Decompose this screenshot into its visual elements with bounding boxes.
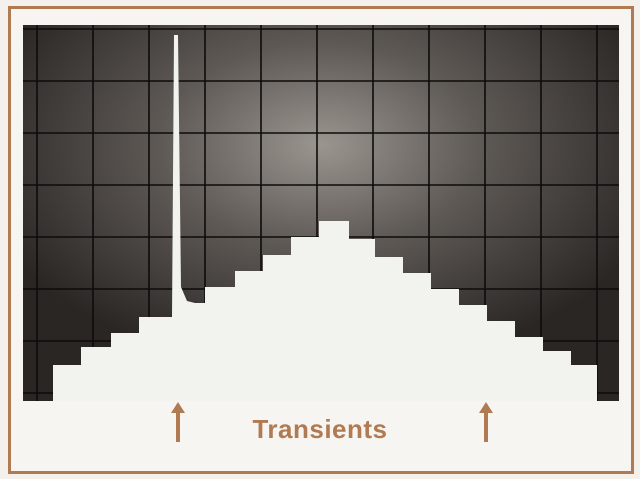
arrow-up-icon (171, 402, 185, 442)
transients-caption: Transients (252, 414, 388, 444)
transient-spike (172, 35, 205, 319)
staircase-waveform (23, 221, 619, 401)
arrow-up-icon (479, 402, 493, 442)
oscilloscope-screen (23, 25, 619, 401)
